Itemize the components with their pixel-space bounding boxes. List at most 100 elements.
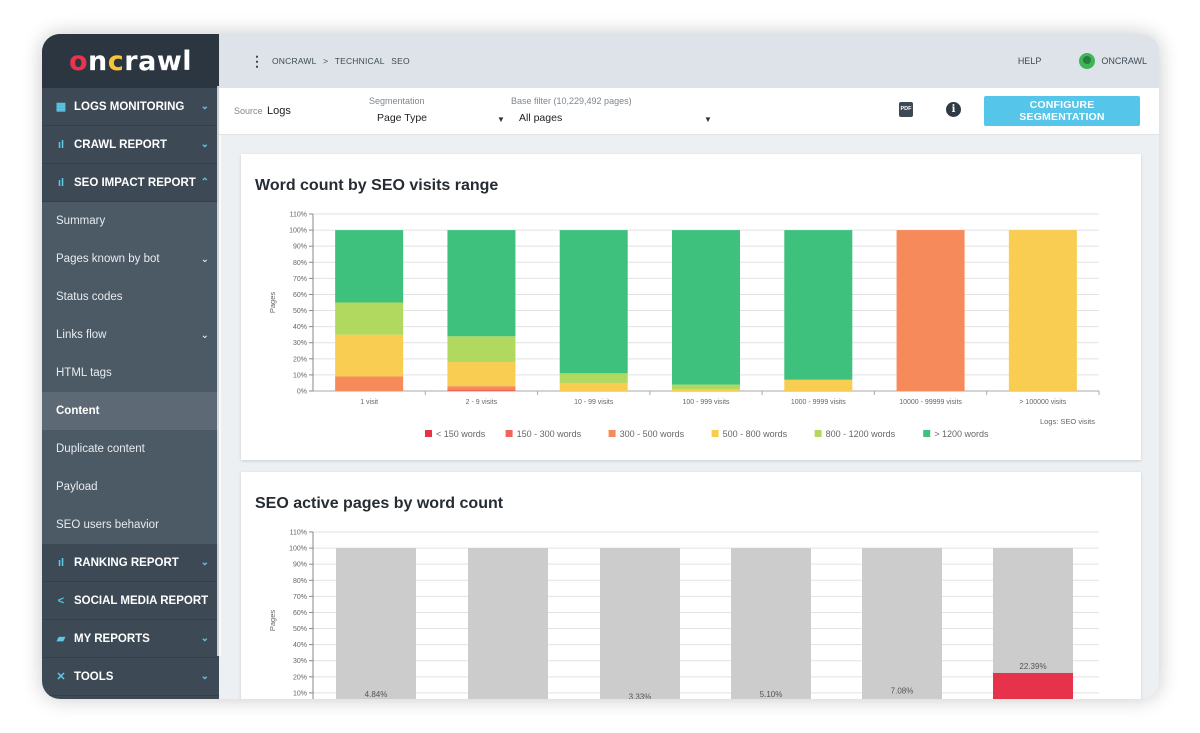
chevron-down-icon: ⌄ [200, 101, 209, 112]
sidebar-scrollbar[interactable] [217, 86, 221, 656]
sidebar-item-label: Status codes [56, 291, 123, 303]
y-tick-label: 10% [293, 690, 307, 697]
base-filter-select[interactable]: All pages [519, 112, 563, 124]
bar-chart-icon: ıl [57, 176, 65, 189]
bar-chart-icon: ıl [57, 556, 65, 569]
sidebar-item-links-flow[interactable]: Links flow ⌄ [42, 316, 219, 354]
nav-seo-impact-report[interactable]: ıl SEO IMPACT REPORT ⌃ [42, 164, 219, 202]
user-name[interactable]: ONCRAWL [1101, 56, 1147, 66]
y-tick-label: 60% [293, 610, 307, 617]
app-window: oncrawl ▦ LOGS MONITORING ⌄ ıl CRAWL REP… [42, 34, 1159, 699]
avatar[interactable] [1079, 53, 1096, 69]
sidebar-item-payload[interactable]: Payload [42, 468, 219, 506]
sidebar-item-label: Duplicate content [56, 443, 145, 455]
y-tick-label: 0% [297, 389, 307, 396]
chart-card-active-pages: SEO active pages by word count 0% 10% 20% 3… [241, 472, 1141, 699]
sidebar-item-label: Content [56, 405, 100, 417]
bar-segment [784, 379, 853, 391]
sidebar-item-content[interactable]: Content [42, 392, 219, 430]
folder-icon: ▰ [56, 633, 66, 645]
y-tick-label: 80% [293, 260, 307, 267]
bar-segment [335, 302, 404, 335]
x-tick-label: 100 - 999 visits [682, 399, 730, 406]
kebab-menu-icon[interactable]: ⋮ [250, 52, 264, 69]
data-label: 4.84% [365, 690, 388, 699]
nav-tools[interactable]: ✕ TOOLS ⌄ [42, 658, 219, 696]
bar-segment [447, 389, 516, 391]
nav-label: SOCIAL MEDIA REPORT [74, 594, 209, 607]
nav-label: SEO IMPACT REPORT [74, 176, 196, 189]
legend-label: > 1200 words [934, 429, 989, 439]
bar-segment [559, 230, 628, 374]
source-selector[interactable]: Source Logs [234, 105, 291, 117]
x-tick-label: 10 - 99 visits [574, 399, 614, 406]
y-tick-label: 30% [293, 658, 307, 665]
sidebar-item-seo-users-behavior[interactable]: SEO users behavior [42, 506, 219, 544]
bar-segment [335, 230, 404, 303]
legend-label: < 150 words [436, 429, 486, 439]
y-tick-label: 30% [293, 340, 307, 347]
chevron-down-icon: ⌄ [200, 139, 209, 150]
filter-bar: Source Logs Segmentation Page Type ▼ Bas… [219, 88, 1159, 135]
bar-segment [896, 230, 965, 391]
legend-label: 150 - 300 words [517, 429, 582, 439]
base-filter-dropdown-icon[interactable]: ▼ [704, 115, 712, 124]
bar-segment [447, 230, 516, 337]
nav-ranking-report[interactable]: ıl RANKING REPORT ⌄ [42, 544, 219, 582]
bar-segment [447, 362, 516, 387]
bar-segment [784, 230, 853, 380]
breadcrumb-separator: > [323, 56, 329, 66]
nav-label: MY REPORTS [74, 632, 150, 645]
sidebar-item-label: Pages known by bot [56, 253, 160, 265]
help-link[interactable]: HELP [1017, 56, 1042, 66]
sidebar-item-label: Payload [56, 481, 98, 493]
bar [468, 548, 548, 699]
nav-crawl-report[interactable]: ıl CRAWL REPORT ⌄ [42, 126, 219, 164]
breadcrumb-item[interactable]: TECHNICAL [334, 56, 385, 66]
configure-segmentation-button[interactable]: CONFIGURE SEGMENTATION [984, 96, 1140, 126]
segmentation-select[interactable]: Page Type [377, 112, 428, 124]
legend-swatch [923, 430, 931, 437]
bar-segment [559, 373, 628, 383]
info-icon[interactable]: i [946, 102, 961, 117]
data-label: 22.39% [1019, 662, 1046, 671]
legend-swatch [608, 430, 616, 437]
sidebar-item-label: HTML tags [56, 367, 112, 379]
sidebar-item-pages-known-by-bot[interactable]: Pages known by bot ⌄ [42, 240, 219, 278]
legend-label: 800 - 1200 words [826, 429, 896, 439]
nav-label: RANKING REPORT [74, 556, 179, 569]
breadcrumb-item[interactable]: ONCRAWL [272, 56, 317, 66]
y-tick-label: 90% [293, 244, 307, 251]
bar [862, 548, 942, 699]
source-label: Source [234, 106, 263, 116]
y-axis-label: Pages [268, 610, 277, 632]
chevron-down-icon: ⌄ [200, 671, 209, 682]
nav-my-reports[interactable]: ▰ MY REPORTS ⌄ [42, 620, 219, 658]
chart-title: SEO active pages by word count [255, 495, 504, 512]
data-label: 5.10% [760, 690, 783, 699]
pdf-export-icon[interactable]: PDF [899, 102, 913, 117]
chevron-down-icon: ⌄ [200, 557, 209, 568]
sidebar-item-summary[interactable]: Summary [42, 202, 219, 240]
nav-logs-monitoring[interactable]: ▦ LOGS MONITORING ⌄ [42, 88, 219, 126]
logo-area[interactable]: oncrawl [42, 34, 219, 88]
sidebar-item-status-codes[interactable]: Status codes [42, 278, 219, 316]
chart-card-word-count: Word count by SEO visits range 0% 10% 20% 3… [241, 154, 1141, 460]
bar-segment [559, 382, 628, 391]
breadcrumb: ONCRAWL > TECHNICAL SEO [272, 56, 414, 66]
x-tick-label: 1000 - 9999 visits [791, 399, 846, 406]
y-tick-label: 50% [293, 626, 307, 633]
source-value: Logs [267, 105, 291, 117]
nav-social-media-report[interactable]: < SOCIAL MEDIA REPORT [42, 582, 219, 620]
bar-segment [335, 376, 404, 391]
nav-label: TOOLS [74, 670, 114, 683]
chevron-up-icon: ⌃ [200, 177, 209, 188]
y-tick-label: 40% [293, 642, 307, 649]
x-tick-label: 1 visit [360, 399, 378, 406]
sidebar-item-duplicate-content[interactable]: Duplicate content [42, 430, 219, 468]
bar-segment [447, 386, 516, 390]
segmentation-dropdown-icon[interactable]: ▼ [497, 115, 505, 124]
bar-segment [447, 336, 516, 363]
breadcrumb-item[interactable]: SEO [391, 56, 410, 66]
sidebar-item-html-tags[interactable]: HTML tags [42, 354, 219, 392]
